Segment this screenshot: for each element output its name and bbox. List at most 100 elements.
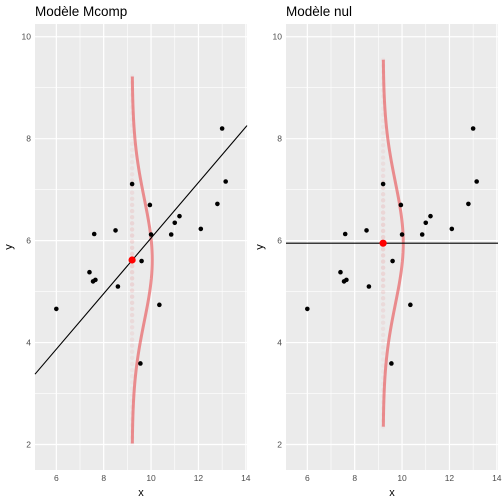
x-tick-label: 6 bbox=[305, 473, 310, 483]
distribution-sample-dot bbox=[129, 159, 135, 165]
data-point bbox=[390, 258, 395, 264]
data-point bbox=[219, 126, 225, 131]
distribution-sample-dot bbox=[129, 251, 135, 257]
distribution-sample-dot bbox=[380, 296, 386, 301]
distribution-sample-dot bbox=[129, 367, 135, 373]
distribution-sample-dot bbox=[129, 270, 135, 275]
distribution-sample-dot bbox=[380, 124, 386, 130]
distribution-sample-dot bbox=[380, 271, 386, 276]
distribution-sample-dot bbox=[129, 233, 135, 238]
distribution-sample-dot bbox=[129, 380, 135, 385]
data-point bbox=[366, 284, 372, 289]
distribution-sample-dot bbox=[380, 314, 386, 319]
regression-line bbox=[34, 125, 248, 375]
distribution-sample-dot bbox=[129, 306, 135, 312]
distribution-sample-dot bbox=[129, 245, 135, 250]
distribution-sample-dot bbox=[129, 294, 135, 299]
marks-right bbox=[286, 57, 498, 429]
distribution-sample-dot bbox=[380, 326, 386, 332]
y-tick-label: 10 bbox=[22, 32, 32, 42]
x-tick-label: 14 bbox=[492, 473, 502, 483]
panel-right: Modèle nul 6 8 10 12 14 2 4 6 8 10 x y bbox=[254, 4, 502, 499]
distribution-sample-dot bbox=[380, 130, 386, 136]
distribution-sample-dot bbox=[129, 214, 135, 220]
data-point bbox=[423, 220, 429, 226]
data-point bbox=[177, 213, 182, 219]
plot-background-right bbox=[286, 24, 498, 470]
distribution-sample-dot bbox=[380, 118, 386, 124]
distribution-sample-dot bbox=[380, 253, 386, 258]
data-point bbox=[91, 231, 97, 237]
highlight-point bbox=[379, 239, 387, 247]
distribution-sample-dot bbox=[380, 198, 386, 203]
gridlines-left bbox=[35, 24, 247, 470]
x-axis-title-left: x bbox=[138, 487, 144, 499]
distribution-sample-dot bbox=[380, 161, 386, 166]
data-point bbox=[408, 302, 413, 308]
distribution-sample-dot bbox=[129, 343, 135, 348]
distribution-sample-dot bbox=[129, 208, 135, 214]
data-point bbox=[364, 228, 369, 233]
distribution-sample-dot bbox=[380, 222, 386, 228]
tick-labels-right: 6 8 10 12 14 2 4 6 8 10 bbox=[273, 32, 502, 483]
x-tick-label: 8 bbox=[352, 473, 357, 483]
x-axis-title-right: x bbox=[389, 487, 395, 499]
distribution-sample-dot bbox=[129, 282, 135, 287]
distribution-sample-dot bbox=[380, 173, 386, 179]
distribution-sample-dot bbox=[380, 351, 386, 356]
distribution-sample-dot bbox=[129, 331, 135, 336]
data-point bbox=[474, 179, 479, 184]
y-tick-label: 2 bbox=[277, 440, 282, 450]
x-tick-label: 12 bbox=[445, 473, 455, 483]
data-point bbox=[147, 202, 153, 208]
distribution-sample-dot bbox=[129, 325, 135, 330]
distribution-sample-dot bbox=[380, 344, 386, 350]
y-tick-label: 4 bbox=[26, 338, 31, 348]
y-tick-label: 6 bbox=[277, 236, 282, 246]
data-point bbox=[93, 277, 98, 283]
distribution-sample-dot bbox=[380, 185, 386, 191]
data-point bbox=[389, 361, 394, 366]
distribution-sample-dot bbox=[380, 228, 386, 234]
distribution-sample-dot bbox=[129, 135, 135, 140]
data-point bbox=[305, 306, 310, 312]
data-point bbox=[223, 179, 228, 184]
distribution-sample-dot bbox=[380, 308, 386, 313]
panel-left: Modèle Mcomp 6 8 10 12 14 2 4 6 8 10 x y bbox=[3, 4, 251, 499]
tick-labels-left: 6 8 10 12 14 2 4 6 8 10 bbox=[22, 32, 251, 483]
distribution-sample-dot bbox=[129, 221, 135, 226]
data-point bbox=[198, 226, 204, 232]
x-tick-label: 10 bbox=[397, 473, 407, 483]
marks-left bbox=[34, 74, 248, 446]
data-point bbox=[342, 231, 348, 237]
distribution-sample-dot bbox=[380, 247, 386, 252]
distribution-sample-dot bbox=[380, 265, 386, 270]
distribution-sample-dot bbox=[380, 234, 386, 240]
x-tick-label: 6 bbox=[54, 473, 59, 483]
data-point bbox=[129, 181, 135, 187]
y-tick-label: 4 bbox=[277, 338, 282, 348]
x-tick-label: 8 bbox=[101, 473, 106, 483]
data-point bbox=[139, 258, 144, 264]
distribution-sample-dot bbox=[380, 167, 386, 172]
distribution-sample-dot bbox=[380, 204, 386, 209]
y-tick-label: 2 bbox=[26, 440, 31, 450]
distribution-sample-dot bbox=[129, 263, 135, 269]
y-tick-label: 8 bbox=[277, 134, 282, 144]
distribution-sample-dot bbox=[129, 172, 135, 177]
distribution-sample-dot bbox=[129, 318, 135, 324]
distribution-sample-dot bbox=[129, 300, 135, 306]
y-axis-title-right: y bbox=[254, 244, 266, 250]
distribution-sample-dot bbox=[380, 289, 386, 295]
data-point bbox=[113, 228, 118, 233]
distribution-sample-dot bbox=[380, 136, 386, 142]
y-tick-label: 10 bbox=[273, 32, 283, 42]
panel-title-right: Modèle nul bbox=[286, 4, 352, 19]
distribution-sample-dot bbox=[129, 141, 135, 146]
data-point bbox=[344, 277, 349, 283]
distribution-sample-dot bbox=[129, 288, 135, 293]
data-point bbox=[215, 201, 220, 207]
density-curve bbox=[130, 76, 154, 444]
data-point bbox=[148, 232, 154, 237]
